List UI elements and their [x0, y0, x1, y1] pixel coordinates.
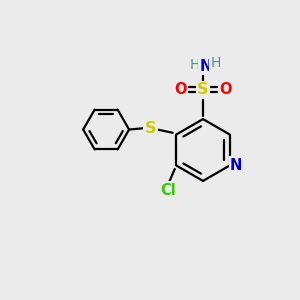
Text: O: O — [174, 82, 187, 97]
Text: H: H — [190, 58, 200, 72]
Text: H: H — [210, 56, 220, 70]
Text: O: O — [219, 82, 232, 97]
Text: S: S — [145, 121, 156, 136]
Text: N: N — [230, 158, 242, 173]
Text: S: S — [197, 82, 209, 97]
Text: N: N — [200, 59, 212, 74]
Text: Cl: Cl — [160, 183, 176, 198]
